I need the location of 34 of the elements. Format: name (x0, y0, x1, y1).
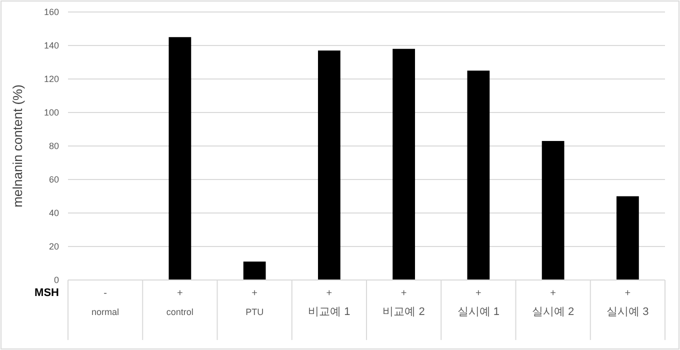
y-tick-label: 60 (48, 174, 59, 185)
y-tick-label: 160 (44, 7, 59, 18)
y-tick-label: 100 (44, 108, 59, 118)
text: + (400, 288, 407, 299)
bar (318, 50, 340, 280)
y-axis-title: melnanin content (%) (10, 84, 25, 208)
text: + (624, 288, 631, 299)
x-tick-label: normal (92, 307, 120, 317)
bar (392, 48, 416, 280)
x-tick-label: 실시예 3 (606, 306, 649, 318)
y-tick-label: 120 (44, 74, 59, 84)
bar (243, 262, 266, 280)
x-tick-label: 비교예 2 (382, 306, 425, 318)
text: + (252, 288, 258, 299)
x-tick-label: 실시예 1 (457, 306, 500, 318)
y-tick-label: 0 (54, 275, 59, 286)
text: MSH (34, 287, 60, 299)
bar (542, 140, 564, 280)
bar (168, 37, 192, 280)
y-tick-label: 140 (44, 40, 59, 51)
text: + (326, 288, 332, 299)
y-tick-label: 20 (48, 242, 59, 252)
text: + (550, 288, 556, 299)
y-tick-label: 80 (48, 141, 59, 152)
y-tick-label: 40 (48, 208, 59, 218)
text: + (476, 288, 482, 299)
bar (467, 70, 490, 280)
x-tick-label: 실시예 2 (532, 306, 574, 318)
x-tick-label: 비교예 1 (308, 306, 350, 318)
bar (616, 196, 639, 280)
x-tick-label: PTU (246, 307, 264, 317)
x-tick-label: control (166, 307, 194, 317)
text: + (177, 288, 184, 299)
text: - (104, 288, 107, 299)
